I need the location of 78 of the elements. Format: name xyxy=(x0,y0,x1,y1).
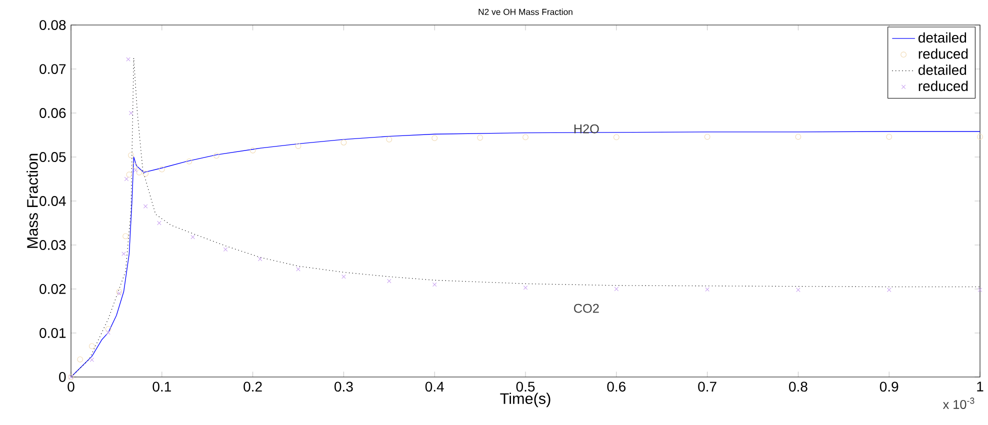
y-tick-label: 0 xyxy=(59,372,66,382)
point xyxy=(126,57,130,62)
legend-label: reduced xyxy=(918,80,968,92)
x-axis-title: Time(s) xyxy=(500,392,550,408)
point xyxy=(295,143,302,149)
x-tick-label: 1 xyxy=(977,382,984,392)
point xyxy=(158,166,165,172)
point xyxy=(186,158,192,164)
annotation: H2O xyxy=(574,124,599,134)
point xyxy=(432,282,437,287)
point xyxy=(128,110,134,116)
point xyxy=(705,287,710,292)
point xyxy=(122,252,126,256)
x-tick-label: 0.1 xyxy=(152,382,171,392)
point xyxy=(128,152,134,158)
point xyxy=(432,135,438,142)
point xyxy=(88,343,95,350)
point xyxy=(122,233,128,240)
point xyxy=(116,288,122,295)
chart-title: N2 ve OH Mass Fraction xyxy=(478,8,572,15)
point xyxy=(613,134,620,140)
point xyxy=(126,172,132,178)
x-tick-label: 0.2 xyxy=(244,382,262,392)
x-tick-label: 0.8 xyxy=(789,382,808,392)
legend-label: reduced xyxy=(918,48,968,59)
point xyxy=(77,356,84,362)
annotation: CO2 xyxy=(574,304,599,313)
point xyxy=(157,220,162,226)
point xyxy=(386,136,392,142)
point xyxy=(132,162,138,169)
point xyxy=(296,267,300,272)
point xyxy=(795,134,802,140)
legend-label: detailed xyxy=(918,64,966,75)
point xyxy=(223,247,228,252)
point xyxy=(214,152,220,159)
x-tick-label: 0.4 xyxy=(425,382,444,392)
point xyxy=(387,278,392,284)
y-tick-label: 0.07 xyxy=(40,64,66,74)
point xyxy=(124,176,129,182)
x-tick-label: 0.5 xyxy=(516,382,535,392)
y-tick-label: 0.08 xyxy=(40,20,66,30)
point xyxy=(142,170,148,177)
y-tick-label: 0.06 xyxy=(40,108,66,118)
point xyxy=(614,286,619,292)
y-tick-label: 0.04 xyxy=(40,196,66,206)
point xyxy=(704,134,710,140)
y-tick-label: 0.03 xyxy=(40,240,66,250)
x-tick-label: 0.9 xyxy=(880,382,898,392)
point xyxy=(340,140,347,146)
point xyxy=(978,288,982,292)
point xyxy=(250,147,256,154)
point xyxy=(105,326,112,332)
point xyxy=(106,330,110,335)
point xyxy=(143,204,148,208)
point xyxy=(133,168,138,172)
point xyxy=(796,288,800,292)
y-tick-label: 0.05 xyxy=(40,152,66,162)
x-tick-label: 0.6 xyxy=(607,382,626,392)
y-axis-title: Mass Fraction xyxy=(26,154,38,248)
point xyxy=(258,256,262,262)
point xyxy=(190,234,195,240)
point xyxy=(342,274,346,279)
x-tick-label: 0.3 xyxy=(334,382,353,392)
x-tick-label: 0 xyxy=(68,382,74,392)
point xyxy=(977,134,983,140)
point xyxy=(477,134,483,141)
point xyxy=(522,134,528,140)
x-tick-label: 0.7 xyxy=(698,382,716,392)
point xyxy=(117,291,122,296)
text: x 10$^{-3}$ xyxy=(942,398,974,409)
point xyxy=(886,288,892,292)
point xyxy=(90,358,94,362)
y-tick-label: 0.01 xyxy=(40,328,66,338)
point xyxy=(136,169,142,176)
y-tick-label: 0.02 xyxy=(40,284,66,294)
point xyxy=(886,134,892,140)
point xyxy=(523,286,528,290)
legend-label: detailed xyxy=(918,32,966,43)
